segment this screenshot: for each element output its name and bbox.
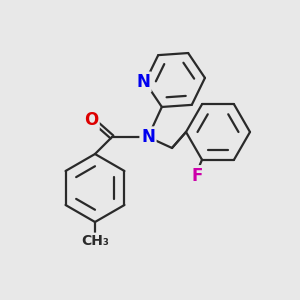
Text: O: O [84,111,98,129]
Text: CH₃: CH₃ [81,234,109,248]
Text: N: N [136,73,150,91]
Text: F: F [191,167,203,185]
Text: N: N [141,128,155,146]
